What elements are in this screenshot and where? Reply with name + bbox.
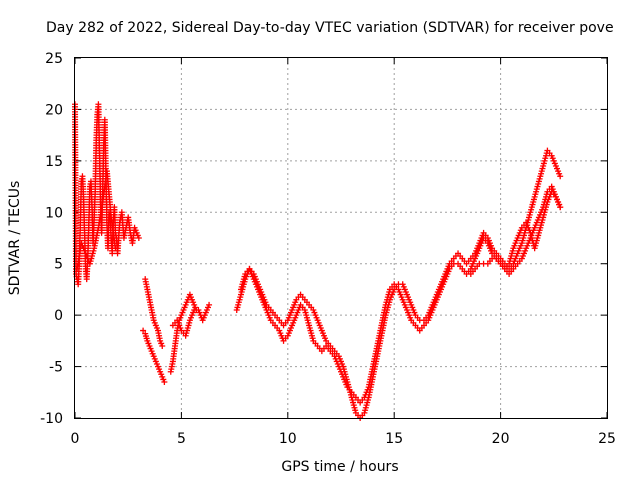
y-tick-label: 25 <box>45 51 63 67</box>
x-tick-label: 10 <box>279 431 297 447</box>
data-point <box>112 245 119 252</box>
y-tick-label: 0 <box>54 308 63 324</box>
chart-title: Day 282 of 2022, Sidereal Day-to-day VTE… <box>46 20 614 36</box>
data-points <box>72 101 564 421</box>
data-point <box>140 327 147 334</box>
x-tick-label: 25 <box>598 431 616 447</box>
y-tick-label: 20 <box>45 102 63 118</box>
y-tick-label: 5 <box>54 257 63 273</box>
axis-ticks: 0 5 10 15 20 25 -10 -5 0 5 10 15 20 25 <box>40 51 616 447</box>
data-point <box>191 307 198 313</box>
x-tick-label: 20 <box>492 431 510 447</box>
data-point <box>135 235 142 241</box>
x-tick-label: 5 <box>177 431 186 447</box>
y-tick-label: 15 <box>45 154 63 170</box>
data-point <box>557 204 564 211</box>
plot-frame <box>74 57 608 419</box>
y-tick-label: -5 <box>49 360 63 376</box>
data-point <box>161 379 168 385</box>
data-point <box>206 301 213 308</box>
data-point <box>557 173 564 180</box>
data-point <box>159 343 166 349</box>
x-axis-label: GPS time / hours <box>281 459 398 475</box>
x-tick-label: 15 <box>385 431 403 447</box>
x-tick-label: 0 <box>71 431 80 447</box>
y-tick-label: -10 <box>40 411 63 427</box>
y-axis-label: SDTVAR / TECUs <box>7 181 23 296</box>
y-tick-label: 10 <box>45 205 63 221</box>
